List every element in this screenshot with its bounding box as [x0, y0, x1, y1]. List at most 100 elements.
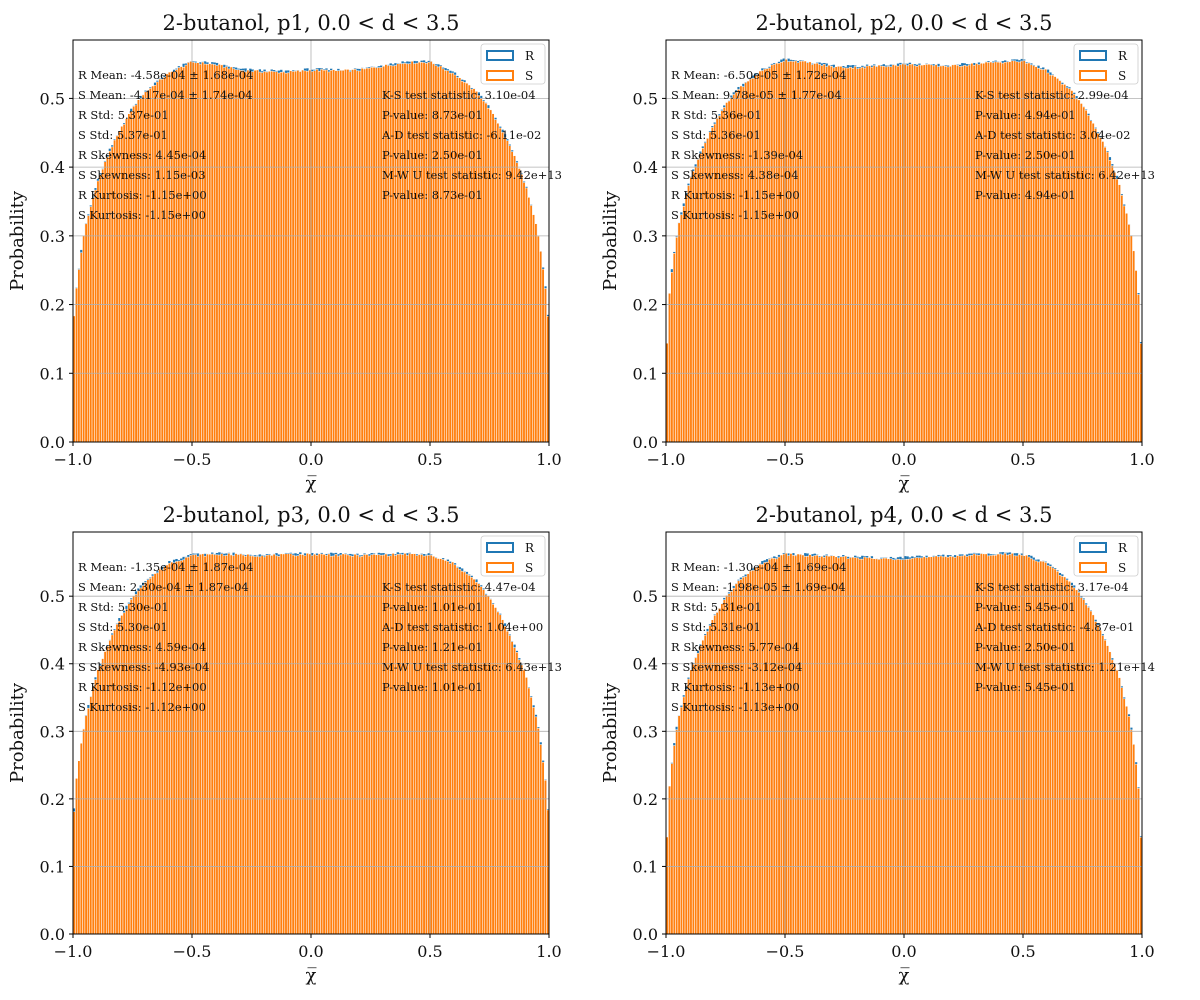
bar-s — [887, 66, 890, 443]
bar-s — [918, 557, 921, 935]
bar-s — [687, 185, 691, 443]
bar-s — [258, 71, 262, 443]
bar-s — [198, 63, 202, 443]
bar-s — [1103, 146, 1107, 443]
bar-s — [1029, 558, 1033, 935]
bar-s — [734, 92, 738, 443]
bar-s — [363, 68, 366, 443]
bar-s — [517, 168, 521, 443]
bar-s — [317, 553, 321, 935]
bar-s — [877, 64, 881, 443]
bar-s — [377, 67, 381, 443]
stats-right-line: P-value: 2.50e-01 — [382, 148, 483, 162]
stats-right-line: M-W U test statistic: 1.21e+14 — [975, 660, 1155, 674]
bar-s — [84, 223, 88, 443]
y-axis-label: Probability — [600, 682, 621, 783]
bar-s — [539, 251, 543, 443]
stats-right-line: K-S test statistic: 2.99e-04 — [975, 88, 1129, 102]
bar-s — [541, 761, 545, 935]
bar-s — [1132, 744, 1136, 935]
bar-s — [494, 607, 497, 935]
bar-s — [718, 115, 721, 443]
bar-s — [927, 556, 931, 935]
bar-s — [206, 63, 209, 443]
bar-s — [284, 72, 288, 443]
bar-s — [787, 61, 791, 443]
legend: RS — [1073, 43, 1139, 85]
bar-s — [77, 760, 81, 935]
bar-s — [175, 561, 178, 935]
bar-s — [201, 61, 205, 443]
bar-s — [75, 778, 79, 935]
bar-s — [684, 195, 688, 443]
bar-s — [236, 554, 240, 935]
bar-s — [672, 745, 676, 935]
bar-s — [770, 64, 774, 443]
bar-s — [489, 599, 493, 935]
bar-s — [220, 64, 224, 443]
bar-s — [965, 65, 969, 443]
stats-left-line: S Std: 5.36e-01 — [671, 128, 761, 142]
bar-s — [796, 62, 800, 443]
bar-s — [225, 66, 228, 443]
bar-s — [236, 69, 240, 443]
stats-right-line: P-value: 1.21e-01 — [382, 640, 483, 654]
bar-s — [1075, 98, 1078, 443]
bar-s — [927, 63, 931, 443]
bar-s — [289, 553, 293, 935]
bar-s — [515, 652, 519, 935]
bar-s — [505, 630, 509, 935]
bar-s — [929, 64, 933, 443]
bar-s — [486, 595, 490, 935]
bar-s — [851, 68, 855, 443]
stats-left-line: S Kurtosis: -1.12e+00 — [78, 700, 206, 714]
bar-s — [84, 715, 88, 935]
bar-s — [203, 63, 207, 443]
bar-s — [332, 69, 336, 443]
y-tick-label: 0.0 — [633, 925, 658, 944]
bar-s — [351, 556, 355, 935]
y-tick-label: 0.4 — [633, 655, 658, 674]
bar-s — [484, 102, 488, 443]
bar-s — [829, 555, 833, 935]
bar-s — [1134, 763, 1138, 935]
bar-s — [179, 560, 183, 935]
bar-s — [1134, 270, 1138, 443]
legend-swatch — [1079, 542, 1107, 553]
bar-s — [263, 71, 267, 443]
bar-s — [524, 677, 528, 935]
bar-s — [198, 554, 202, 935]
bar-s — [960, 555, 964, 935]
bar-s — [851, 556, 855, 935]
bar-s — [320, 553, 324, 935]
bar-s — [520, 174, 524, 443]
bar-s — [791, 555, 795, 935]
subplot-3: −1.0 −0.5 0.0 0.5 1.0 0.0 0.1 0.2 0.3 0.4 0.5 χ̅ Pro… — [7, 503, 562, 986]
bar-s — [696, 652, 700, 935]
bar-s — [906, 559, 910, 935]
bar-s — [436, 558, 440, 935]
bar-s — [248, 71, 252, 443]
bar-s — [315, 69, 319, 443]
bar-s — [260, 555, 264, 935]
x-tick-label: 0.0 — [891, 450, 916, 469]
bar-s — [320, 69, 324, 443]
bar-s — [779, 554, 783, 935]
bar-s — [737, 89, 741, 443]
bar-s — [363, 554, 366, 935]
bar-s — [813, 63, 817, 443]
bar-s — [948, 66, 952, 443]
bar-s — [1125, 705, 1128, 935]
bar-s — [227, 553, 231, 935]
bar-s — [849, 66, 852, 443]
bar-s — [1072, 93, 1076, 443]
bar-s — [934, 555, 938, 935]
bar-s — [829, 65, 833, 443]
bar-s — [225, 555, 228, 935]
x-tick-label: 0.5 — [417, 942, 442, 961]
bar-s — [839, 556, 843, 935]
subplot-1: −1.0 −0.5 0.0 0.5 1.0 0.0 0.1 0.2 0.3 0.4 0.5 χ̅ Pro… — [7, 11, 562, 494]
bar-s — [1101, 635, 1105, 935]
stats-left-line: S Kurtosis: -1.15e+00 — [78, 208, 206, 222]
bar-s — [536, 728, 540, 935]
